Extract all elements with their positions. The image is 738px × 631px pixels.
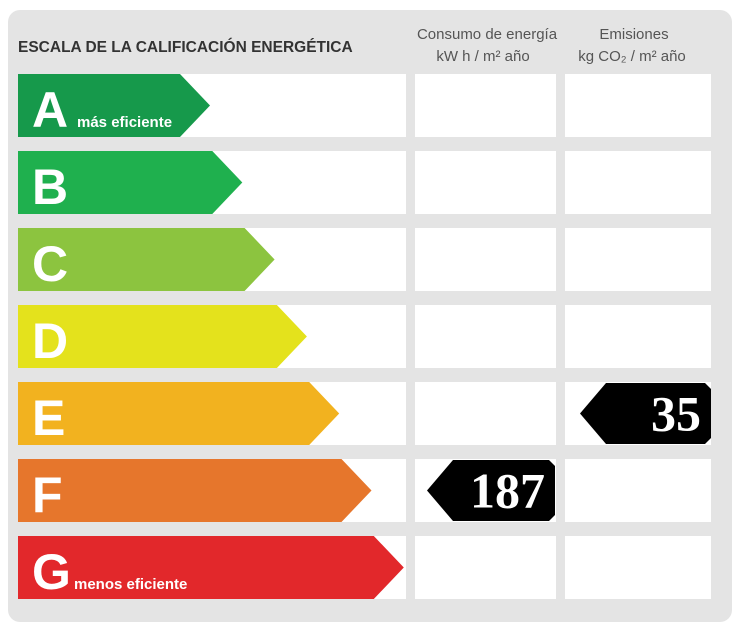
emissions-cell [565, 228, 711, 291]
grade-arrow [18, 151, 243, 214]
grade-letter: E [32, 390, 65, 446]
emissions-cell [565, 459, 711, 522]
consumption-cell [415, 228, 556, 291]
emissions-value: 35 [651, 386, 701, 442]
grade-letter: D [32, 313, 68, 369]
consumption-title: Consumo de energía [417, 26, 558, 43]
consumption-cell [415, 305, 556, 368]
consumption-cell [415, 74, 556, 137]
grade-arrow [18, 228, 275, 291]
title: ESCALA DE LA CALIFICACIÓN ENERGÉTICA [18, 38, 353, 56]
grade-letter: F [32, 467, 63, 523]
grade-letter: A [32, 82, 68, 138]
consumption-unit: kW h / m² año [436, 48, 529, 65]
emissions-cell [565, 74, 711, 137]
grade-arrow [18, 536, 404, 599]
grade-arrow [18, 305, 307, 368]
grade-note: menos eficiente [74, 576, 187, 593]
consumption-badge [427, 460, 555, 521]
emissions-title: Emisiones [599, 26, 668, 43]
grade-arrow [18, 382, 340, 445]
emissions-cell [565, 536, 711, 599]
grade-letter: B [32, 159, 68, 215]
grade-arrow [18, 459, 372, 522]
grade-arrow [18, 74, 210, 137]
grade-letter: C [32, 236, 68, 292]
consumption-cell [415, 382, 556, 445]
grade-letter: G [32, 544, 71, 600]
emissions-unit: kg CO₂ / m² año [578, 48, 686, 65]
emissions-cell [565, 305, 711, 368]
grade-note: más eficiente [77, 114, 172, 131]
emissions-cell [565, 151, 711, 214]
consumption-cell [415, 536, 556, 599]
consumption-cell [415, 151, 556, 214]
emissions-badge [580, 383, 711, 444]
consumption-value: 187 [470, 463, 545, 519]
